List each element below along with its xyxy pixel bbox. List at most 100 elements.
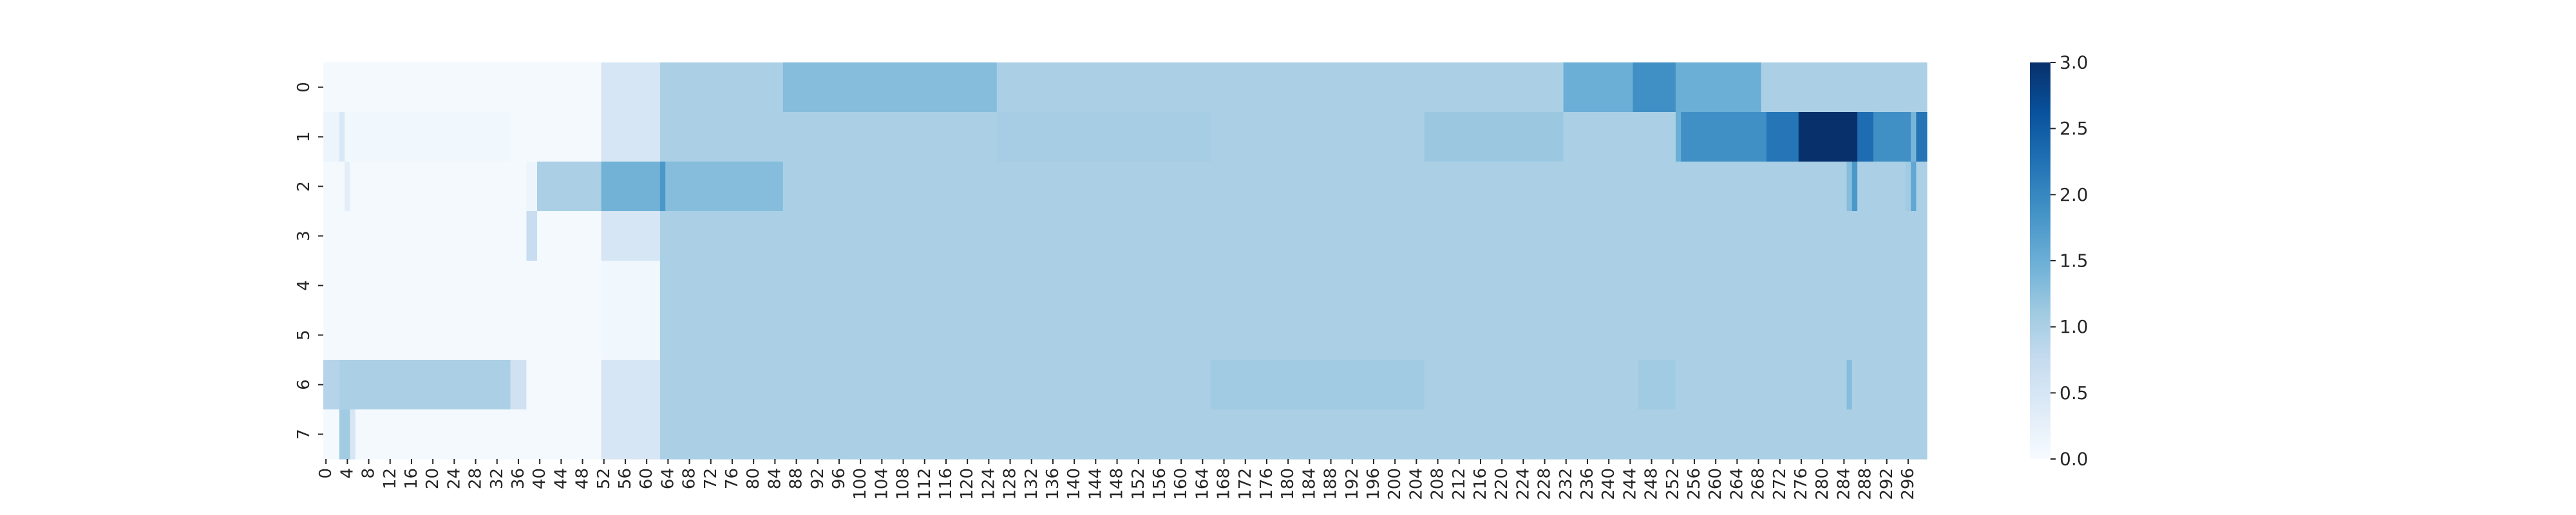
heatmap-cell	[323, 310, 602, 360]
x-tick-label: 212	[1450, 468, 1469, 500]
x-tick-label: 156	[1150, 468, 1170, 500]
x-tick-label: 144	[1086, 468, 1105, 500]
x-tick-label: 232	[1557, 468, 1576, 500]
heatmap-cell	[1852, 162, 1858, 212]
x-tick-label: 168	[1215, 468, 1234, 500]
heatmap-cell	[1681, 112, 1767, 162]
heatmap-cell	[1638, 360, 1676, 410]
x-tick-label: 28	[466, 468, 486, 489]
y-tick-label: 3	[294, 230, 314, 241]
heatmap-cell	[1911, 112, 1917, 162]
y-tick-label: 2	[294, 181, 314, 192]
heatmap-cell	[996, 62, 1564, 113]
x-tick-label: 12	[381, 468, 400, 489]
x-tick-label: 24	[444, 468, 464, 489]
x-tick-label: 92	[808, 468, 828, 489]
heatmap-cell	[601, 62, 661, 113]
heatmap-cell	[323, 360, 340, 410]
heatmap-cell	[1563, 62, 1634, 113]
heatmap-cell	[526, 162, 538, 212]
x-tick-label: 280	[1813, 468, 1832, 500]
x-tick-label: 44	[551, 468, 571, 489]
heatmap-cell	[996, 112, 1211, 162]
colorbar-tick-label: 0.0	[2060, 449, 2088, 470]
y-tick-label: 4	[294, 280, 314, 291]
heatmap-cell	[601, 310, 661, 360]
x-tick-label: 172	[1236, 468, 1255, 500]
x-tick-label: 48	[573, 468, 592, 489]
x-tick-label: 132	[1022, 468, 1041, 500]
x-tick-label: 180	[1278, 468, 1298, 500]
x-tick-label: 224	[1513, 468, 1533, 500]
x-tick-label: 120	[958, 468, 977, 500]
heatmap-cell	[339, 112, 345, 162]
x-tick-label: 256	[1685, 468, 1704, 500]
heatmap-cell	[345, 162, 351, 212]
heatmap-cell	[323, 162, 345, 212]
heatmap-cell	[323, 112, 340, 162]
x-tick-label: 292	[1877, 468, 1897, 500]
heatmap-cell	[1846, 360, 1853, 410]
x-tick-label: 36	[509, 468, 528, 489]
x-tick-label: 148	[1108, 468, 1127, 500]
x-tick-label: 248	[1642, 468, 1662, 500]
heatmap-cell	[1761, 62, 1927, 113]
heatmap-cell	[659, 112, 998, 162]
x-tick-label: 128	[1001, 468, 1020, 500]
y-tick-label: 7	[294, 429, 314, 440]
x-tick-label: 116	[936, 468, 956, 500]
x-tick-label: 240	[1599, 468, 1618, 500]
x-axis-ticks: 0 4 8 12 16 20 24 28 32 36 40 44 48 52 56 60 64 68 72 76 80 8…	[316, 459, 1918, 500]
x-tick-label: 164	[1193, 468, 1212, 500]
heatmap-cell	[601, 261, 661, 311]
x-tick-label: 68	[680, 468, 699, 489]
x-tick-label: 184	[1300, 468, 1319, 500]
heatmap-cell	[537, 211, 602, 261]
heatmap-cell	[1916, 112, 1927, 162]
x-tick-label: 204	[1406, 468, 1426, 500]
x-tick-label: 264	[1727, 468, 1747, 500]
heatmap-cell	[1563, 112, 1676, 162]
x-tick-label: 228	[1535, 468, 1555, 500]
x-tick-label: 152	[1129, 468, 1148, 500]
colorbar-ticks: 0.0 0.5 1.0 1.5 2.0 2.5 3.0	[2050, 52, 2088, 470]
x-tick-label: 80	[744, 468, 763, 489]
heatmap-cell	[339, 409, 351, 460]
x-tick-label: 288	[1856, 468, 1875, 500]
colorbar-tick-label: 3.0	[2060, 52, 2088, 73]
x-tick-label: 236	[1578, 468, 1597, 500]
heatmap-cell	[1857, 162, 1906, 212]
colorbar-tick-label: 1.0	[2060, 316, 2088, 337]
heatmap-cell	[355, 409, 602, 460]
heatmap-cell	[1210, 112, 1425, 162]
x-tick-label: 40	[530, 468, 549, 489]
x-tick-label: 276	[1792, 468, 1811, 500]
heatmap-cell	[1857, 112, 1874, 162]
x-tick-label: 260	[1706, 468, 1725, 500]
heatmap-cell	[659, 310, 1927, 360]
x-tick-label: 88	[787, 468, 806, 489]
x-tick-label: 64	[658, 468, 677, 489]
heatmap-cell	[782, 62, 998, 113]
x-tick-label: 60	[637, 468, 656, 489]
x-tick-label: 272	[1770, 468, 1790, 500]
heatmap-cell	[1852, 360, 1927, 410]
heatmap-cell	[510, 360, 527, 410]
y-tick-label: 6	[294, 379, 314, 390]
heatmap-cell	[601, 409, 661, 460]
x-tick-label: 136	[1043, 468, 1063, 500]
heatmap-cell	[1905, 162, 1911, 212]
heatmap-cell	[526, 360, 602, 410]
colorbar-tick-label: 1.5	[2060, 250, 2088, 272]
colorbar-tick-label: 2.0	[2060, 184, 2088, 205]
heatmap-cell	[323, 62, 602, 113]
x-tick-label: 160	[1171, 468, 1191, 500]
x-tick-label: 196	[1364, 468, 1383, 500]
x-tick-label: 76	[723, 468, 742, 489]
heatmap-cell	[323, 211, 527, 261]
heatmap-cell	[537, 162, 602, 212]
heatmap-cell	[1846, 162, 1853, 212]
heatmap-cell	[350, 162, 527, 212]
x-tick-label: 16	[402, 468, 421, 489]
